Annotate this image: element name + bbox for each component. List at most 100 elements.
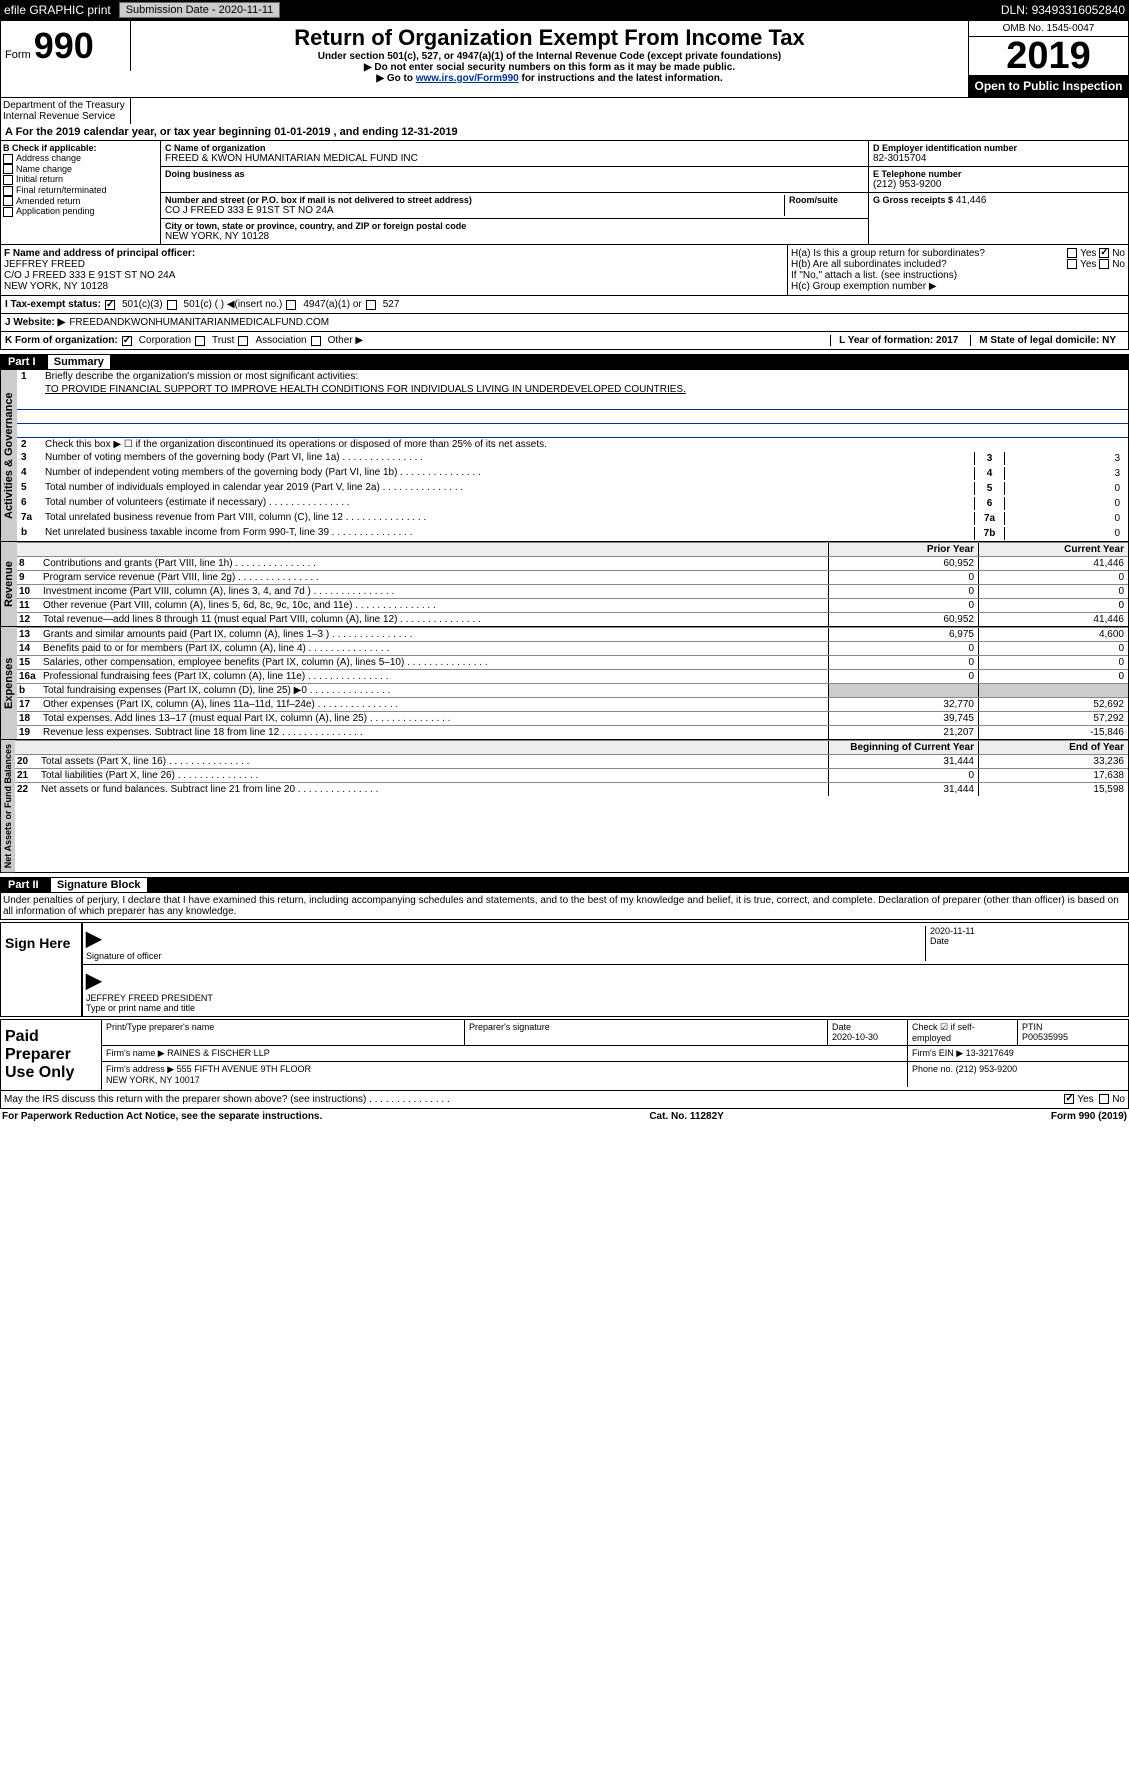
line-text: Total unrelated business revenue from Pa… bbox=[45, 512, 974, 523]
data-line: 12Total revenue—add lines 8 through 11 (… bbox=[17, 612, 1128, 626]
discuss-no: No bbox=[1112, 1094, 1125, 1105]
line-value: 0 bbox=[1004, 527, 1124, 540]
line-value: 0 bbox=[1004, 482, 1124, 495]
tab-expenses: Expenses bbox=[1, 627, 17, 739]
gross-receipts: 41,446 bbox=[956, 195, 987, 206]
footer-center: Cat. No. 11282Y bbox=[649, 1111, 723, 1122]
opt-amended: Amended return bbox=[16, 196, 81, 206]
opt-501c3: 501(c)(3) bbox=[122, 299, 163, 310]
sig-date: 2020-11-11 bbox=[930, 926, 975, 936]
ha-yes-text: Yes bbox=[1080, 248, 1096, 259]
line-text: Total number of individuals employed in … bbox=[45, 482, 974, 493]
part2-header: Part II Signature Block bbox=[0, 877, 1129, 893]
prep-date-label: Date bbox=[832, 1022, 851, 1032]
discuss-yes: Yes bbox=[1077, 1094, 1093, 1105]
room-label: Room/suite bbox=[789, 195, 864, 205]
form-number: 990 bbox=[34, 25, 94, 66]
part2-title: Part II bbox=[8, 879, 39, 891]
hc-label: H(c) Group exemption number ▶ bbox=[791, 281, 1125, 292]
cb-amended[interactable] bbox=[3, 196, 13, 206]
col-begin-year: Beginning of Current Year bbox=[828, 741, 978, 754]
cb-assoc[interactable] bbox=[238, 336, 248, 346]
data-line: bTotal fundraising expenses (Part IX, co… bbox=[17, 683, 1128, 697]
irs-link[interactable]: www.irs.gov/Form990 bbox=[416, 73, 519, 84]
submission-date-btn[interactable]: Submission Date - 2020-11-11 bbox=[119, 2, 281, 18]
section-i-label: I Tax-exempt status: bbox=[5, 299, 101, 310]
cb-discuss-no[interactable] bbox=[1099, 1094, 1109, 1104]
org-name-label: C Name of organization bbox=[165, 143, 864, 153]
line-text: Total number of volunteers (estimate if … bbox=[45, 497, 974, 508]
cb-501c3[interactable] bbox=[105, 300, 115, 310]
part1-title: Part I bbox=[8, 356, 36, 368]
perjury-declaration: Under penalties of perjury, I declare th… bbox=[0, 893, 1129, 920]
hb-note: If "No," attach a list. (see instruction… bbox=[791, 270, 1125, 281]
cb-hb-no[interactable] bbox=[1099, 259, 1109, 269]
cb-app-pending[interactable] bbox=[3, 207, 13, 217]
form-word: Form bbox=[5, 49, 31, 61]
firm-name: RAINES & FISCHER LLP bbox=[167, 1048, 270, 1058]
addr-label: Number and street (or P.O. box if mail i… bbox=[165, 195, 784, 205]
discuss-label: May the IRS discuss this return with the… bbox=[4, 1094, 450, 1105]
data-line: 15Salaries, other compensation, employee… bbox=[17, 655, 1128, 669]
opt-address-change: Address change bbox=[16, 153, 81, 163]
line-box: 4 bbox=[974, 467, 1004, 480]
cb-initial-return[interactable] bbox=[3, 175, 13, 185]
cb-ha-no[interactable] bbox=[1099, 248, 1109, 258]
opt-final-return: Final return/terminated bbox=[16, 185, 107, 195]
opt-app-pending: Application pending bbox=[16, 206, 95, 216]
website-row: J Website: ▶ FREEDANDKWONHUMANITARIANMED… bbox=[0, 314, 1129, 332]
signature-section: Sign Here ▶Signature of officer 2020-11-… bbox=[0, 922, 1129, 1017]
cb-hb-yes[interactable] bbox=[1067, 259, 1077, 269]
cb-corp[interactable] bbox=[122, 336, 132, 346]
gross-receipts-label: G Gross receipts $ bbox=[873, 195, 953, 205]
cb-501c[interactable] bbox=[167, 300, 177, 310]
line-value: 0 bbox=[1004, 497, 1124, 510]
open-public-badge: Open to Public Inspection bbox=[969, 75, 1128, 97]
data-line: 20Total assets (Part X, line 16)31,44433… bbox=[15, 754, 1128, 768]
line-box: 7b bbox=[974, 527, 1004, 540]
col-current-year: Current Year bbox=[978, 543, 1128, 556]
paid-preparer-label: Paid Preparer Use Only bbox=[1, 1020, 101, 1090]
phone-label: E Telephone number bbox=[873, 169, 1124, 179]
data-line: 13Grants and similar amounts paid (Part … bbox=[17, 627, 1128, 641]
opt-other: Other ▶ bbox=[328, 335, 363, 346]
line-box: 5 bbox=[974, 482, 1004, 495]
cb-final-return[interactable] bbox=[3, 186, 13, 196]
line-text: Net unrelated business taxable income fr… bbox=[45, 527, 974, 538]
data-line: 14Benefits paid to or for members (Part … bbox=[17, 641, 1128, 655]
part2-subtitle: Signature Block bbox=[51, 878, 147, 892]
ptin-label: PTIN bbox=[1022, 1022, 1043, 1032]
cb-discuss-yes[interactable] bbox=[1064, 1094, 1074, 1104]
cb-name-change[interactable] bbox=[3, 164, 13, 174]
self-employed: Check ☑ if self-employed bbox=[912, 1022, 975, 1043]
cb-527[interactable] bbox=[366, 300, 376, 310]
subtitle-2: ▶ Do not enter social security numbers o… bbox=[135, 62, 964, 73]
data-line: 10Investment income (Part VIII, column (… bbox=[17, 584, 1128, 598]
dba-label: Doing business as bbox=[165, 169, 864, 179]
cb-other[interactable] bbox=[311, 336, 321, 346]
line1-label: Briefly describe the organization's miss… bbox=[45, 371, 1124, 382]
footer-left: For Paperwork Reduction Act Notice, see … bbox=[2, 1111, 322, 1122]
cb-4947[interactable] bbox=[286, 300, 296, 310]
ptin-value: P00535995 bbox=[1022, 1032, 1068, 1042]
firm-phone-label: Phone no. bbox=[912, 1064, 953, 1074]
data-line: 22Net assets or fund balances. Subtract … bbox=[15, 782, 1128, 796]
cb-trust[interactable] bbox=[195, 336, 205, 346]
cb-address-change[interactable] bbox=[3, 154, 13, 164]
discuss-row: May the IRS discuss this return with the… bbox=[0, 1091, 1129, 1109]
data-line: 11Other revenue (Part VIII, column (A), … bbox=[17, 598, 1128, 612]
firm-addr-label: Firm's address ▶ bbox=[106, 1064, 174, 1074]
org-name: FREED & KWON HUMANITARIAN MEDICAL FUND I… bbox=[165, 153, 864, 164]
line-box: 6 bbox=[974, 497, 1004, 510]
section-j-label: J Website: ▶ bbox=[5, 317, 65, 328]
ha-label: H(a) Is this a group return for subordin… bbox=[791, 248, 985, 259]
city-label: City or town, state or province, country… bbox=[165, 221, 864, 231]
officer-name: JEFFREY FREED bbox=[4, 259, 784, 270]
cb-ha-yes[interactable] bbox=[1067, 248, 1077, 258]
dln-label: DLN: 93493316052840 bbox=[1001, 3, 1125, 17]
line-value: 0 bbox=[1004, 512, 1124, 525]
line-box: 3 bbox=[974, 452, 1004, 465]
section-b-label: B Check if applicable: bbox=[3, 143, 158, 153]
data-line: 19Revenue less expenses. Subtract line 1… bbox=[17, 725, 1128, 739]
ein-label: D Employer identification number bbox=[873, 143, 1124, 153]
